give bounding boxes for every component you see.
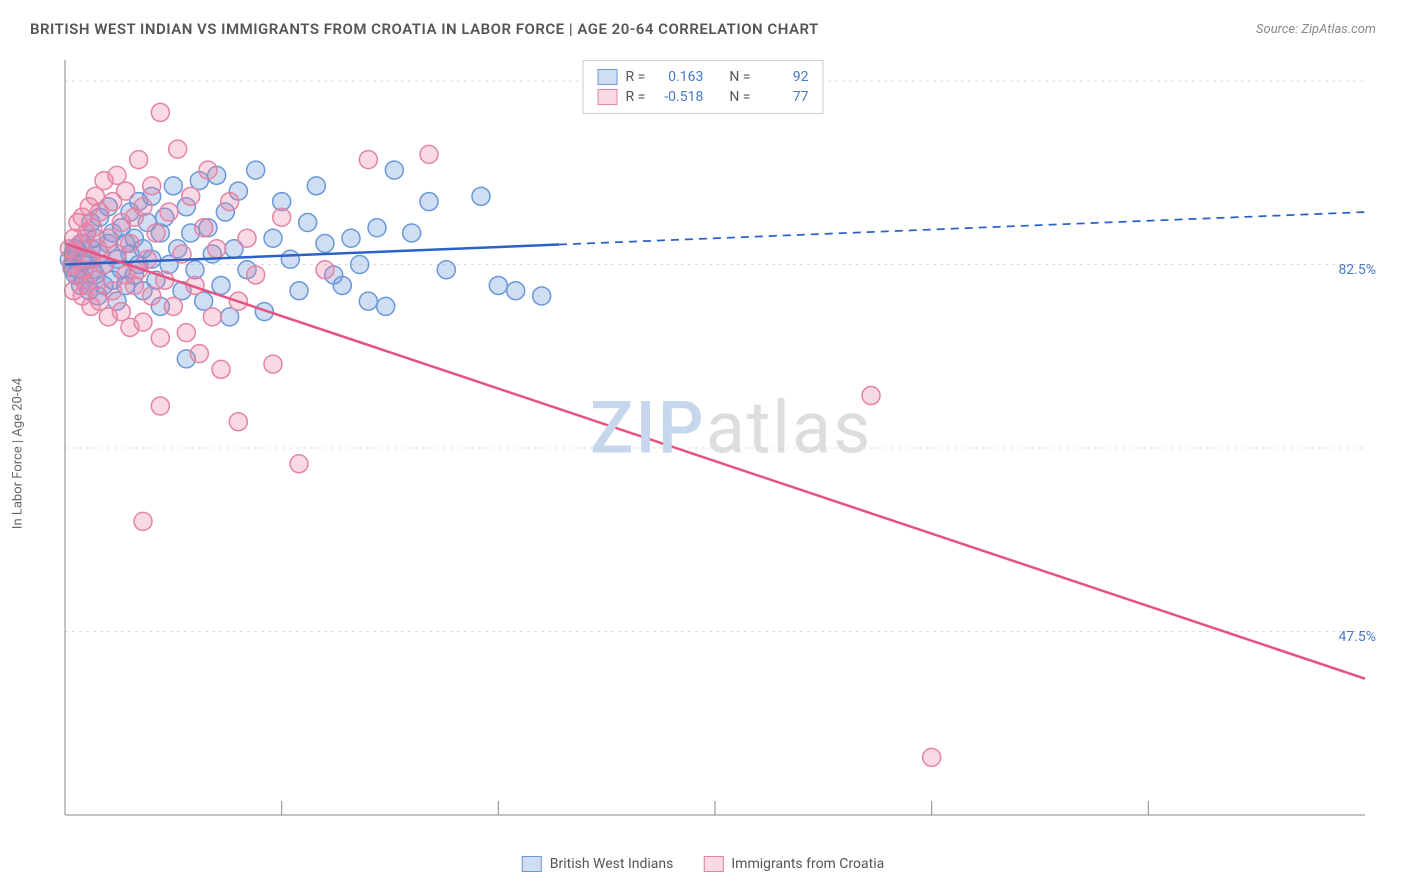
r-value-series1: 0.163 (653, 69, 703, 85)
series-legend: British West Indians Immigrants from Cro… (522, 856, 884, 872)
legend-item-series2: Immigrants from Croatia (703, 856, 884, 872)
y-tick-label: 82.5% (1338, 262, 1376, 278)
legend-item-series1: British West Indians (522, 856, 674, 872)
legend-label-series2: Immigrants from Croatia (731, 856, 884, 872)
y-tick-label: 47.5% (1338, 629, 1376, 645)
stats-row-series1: R = 0.163 N = 92 (598, 67, 809, 87)
r-label: R = (626, 89, 646, 105)
n-label: N = (729, 89, 750, 105)
swatch-series2 (598, 89, 618, 105)
legend-swatch-series2 (703, 856, 723, 872)
n-value-series2: 77 (758, 89, 808, 105)
n-label: N = (729, 69, 750, 85)
r-label: R = (626, 69, 646, 85)
n-value-series1: 92 (758, 69, 808, 85)
legend-label-series1: British West Indians (550, 856, 674, 872)
chart-title: BRITISH WEST INDIAN VS IMMIGRANTS FROM C… (30, 20, 819, 38)
r-value-series2: -0.518 (653, 89, 703, 105)
correlation-stats-legend: R = 0.163 N = 92 R = -0.518 N = 77 (583, 60, 824, 114)
stats-row-series2: R = -0.518 N = 77 (598, 87, 809, 107)
chart-header: BRITISH WEST INDIAN VS IMMIGRANTS FROM C… (30, 20, 1376, 38)
source-attribution: Source: ZipAtlas.com (1256, 22, 1376, 37)
y-axis-label: In Labor Force | Age 20-64 (11, 378, 26, 529)
swatch-series1 (598, 69, 618, 85)
chart-container: 47.5% 82.5% (55, 55, 1376, 832)
legend-swatch-series1 (522, 856, 542, 872)
correlation-scatter-chart (55, 55, 1376, 832)
